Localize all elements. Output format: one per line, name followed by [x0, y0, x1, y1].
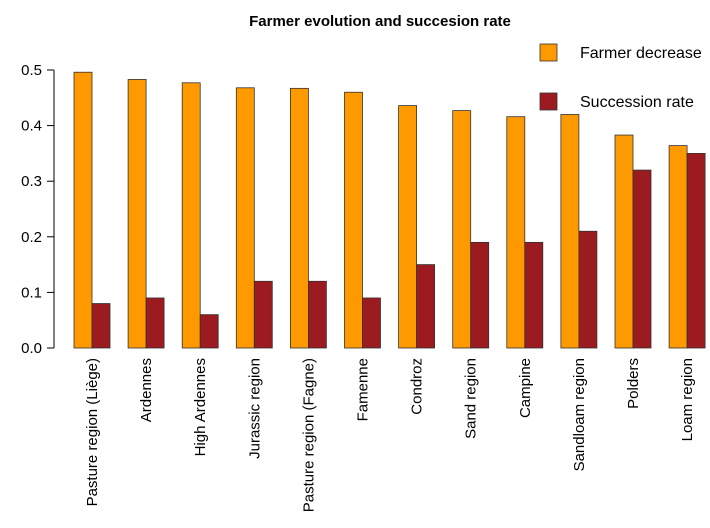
legend: Farmer decrease Succession rate [539, 43, 702, 111]
bar-farmer-decrease [235, 87, 255, 349]
bar-farmer-decrease [127, 79, 147, 349]
x-tick-label: High Ardennes [192, 358, 209, 456]
x-tick-label: Pasture region (Liège) [84, 358, 101, 506]
bar-succession-rate [91, 303, 111, 349]
x-tick-label: Jurassic region [246, 358, 263, 459]
x-tick-label: Loam region [679, 358, 696, 441]
x-tick-label: Pasture region (Fagne) [300, 358, 317, 512]
y-axis: 0.0 0.1 0.2 0.3 0.4 0.5 [21, 62, 55, 357]
legend-swatch [539, 43, 558, 62]
bar-farmer-decrease [344, 91, 363, 349]
bar-farmer-decrease [398, 105, 418, 349]
bar-succession-rate [362, 297, 381, 349]
bar-farmer-decrease [668, 145, 688, 349]
bar-succession-rate [253, 280, 273, 349]
bar-succession-rate [686, 152, 706, 349]
bar-succession-rate [470, 241, 490, 349]
y-tick-label: 0.3 [21, 173, 42, 190]
bar-succession-rate [145, 297, 165, 349]
bar-succession-rate [578, 230, 598, 349]
legend-swatch [539, 92, 558, 111]
bar-farmer-decrease [452, 110, 472, 349]
bars [73, 71, 706, 349]
bar-succession-rate [524, 241, 544, 349]
bar-succession-rate [416, 264, 436, 349]
bar-farmer-decrease [506, 116, 526, 349]
bar-farmer-decrease [181, 82, 201, 349]
legend-label: Succession rate [580, 94, 694, 111]
y-tick-label: 0.4 [21, 118, 42, 135]
bar-succession-rate [307, 280, 327, 349]
x-axis-labels: Pasture region (Liège) Ardennes High Arden… [84, 358, 696, 512]
bar-farmer-decrease [289, 87, 309, 349]
y-tick-label: 0.2 [21, 229, 42, 246]
x-tick-label: Campine [517, 358, 534, 418]
x-tick-label: Ardennes [138, 358, 155, 422]
legend-label: Farmer decrease [580, 45, 702, 62]
bar-succession-rate [632, 169, 652, 349]
y-tick-label: 0.1 [21, 284, 42, 301]
x-tick-label: Polders [625, 358, 642, 409]
x-tick-label: Sand region [463, 358, 480, 439]
y-tick-label: 0.5 [21, 62, 42, 79]
chart-title: Farmer evolution and succesion rate [249, 13, 511, 30]
bar-succession-rate [199, 314, 219, 349]
x-tick-label: Condroz [409, 358, 426, 415]
bar-farmer-decrease [73, 71, 93, 349]
x-tick-label: Famenne [355, 358, 372, 421]
bar-farmer-decrease [560, 114, 580, 349]
y-tick-label: 0.0 [21, 340, 42, 357]
x-tick-label: Sandloam region [571, 358, 588, 471]
bar-farmer-decrease [614, 134, 634, 349]
